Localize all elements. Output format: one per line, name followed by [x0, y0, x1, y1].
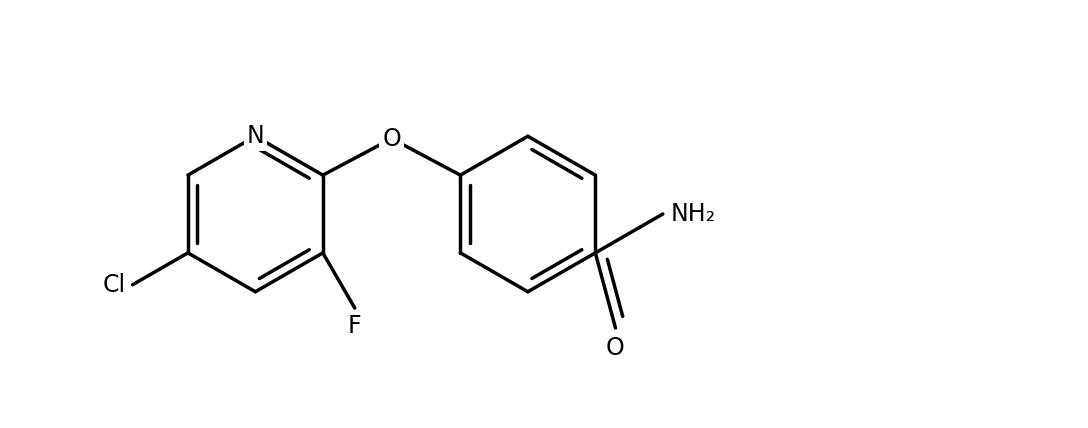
- Text: O: O: [606, 336, 625, 360]
- Text: O: O: [382, 127, 401, 151]
- Text: NH₂: NH₂: [671, 202, 716, 226]
- Text: Cl: Cl: [103, 273, 126, 297]
- Text: F: F: [348, 314, 361, 338]
- Text: N: N: [247, 124, 264, 148]
